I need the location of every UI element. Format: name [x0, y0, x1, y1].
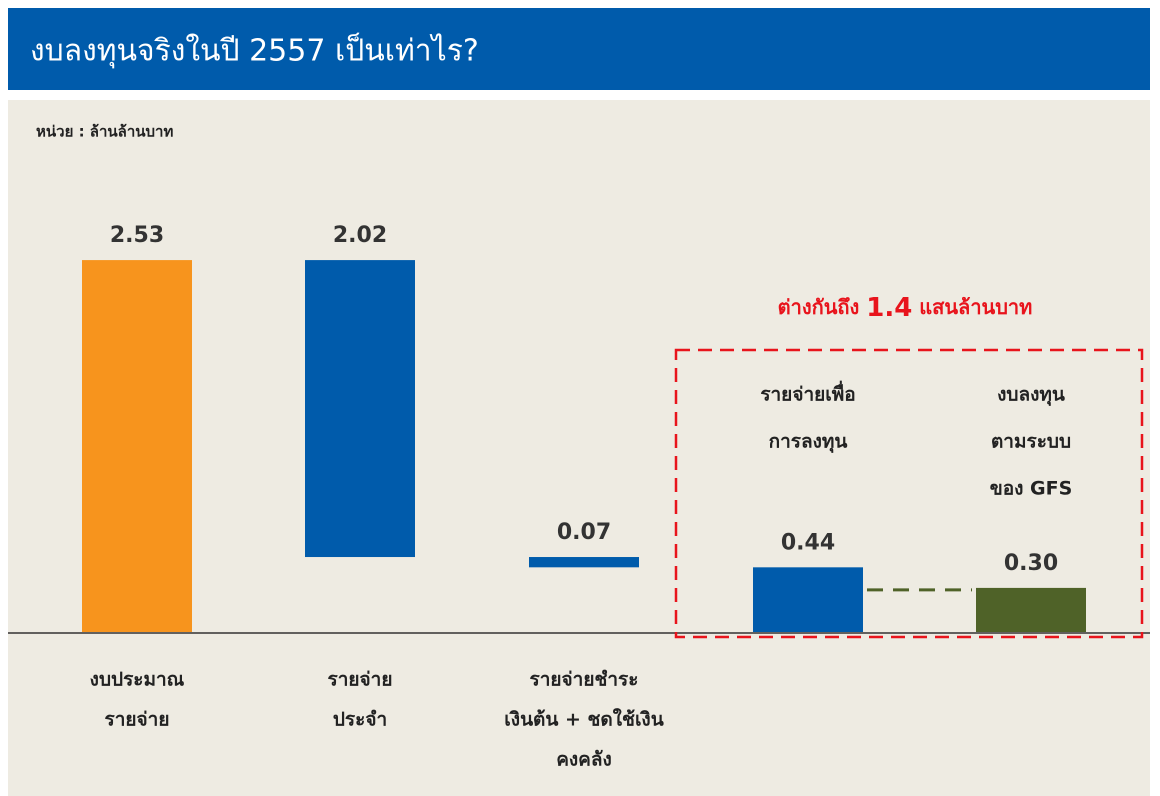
category-label: รายจ่าย [328, 669, 393, 691]
annotation-part: ต่างกันถึง [778, 295, 867, 319]
bar [529, 557, 639, 568]
category-label: รายจ่าย [105, 709, 170, 731]
value-label: 0.44 [781, 530, 835, 555]
category-label: งบประมาณ [90, 669, 185, 691]
value-label: 0.07 [557, 520, 611, 545]
annotation-number: 1.4 [866, 293, 912, 323]
category-label: ประจำ [333, 709, 387, 731]
value-label: 0.30 [1004, 551, 1058, 576]
annotation-part: แสนล้านบาท [912, 295, 1032, 319]
bar [976, 587, 1086, 632]
bar [82, 260, 192, 632]
category-label: คงคลัง [556, 749, 612, 771]
value-label: 2.53 [110, 223, 164, 248]
annotation: ต่างกันถึง 1.4 แสนล้านบาท [778, 293, 1033, 323]
unit-label: หน่วย : ล้านล้านบาท [36, 123, 173, 141]
category-label: รายจ่ายเพื่อ [760, 381, 855, 406]
category-label: ของ GFS [990, 478, 1073, 500]
bar [753, 567, 863, 632]
category-label: งบลงทุน [997, 384, 1065, 407]
value-label: 2.02 [333, 223, 387, 248]
category-label: ตามระบบ [991, 431, 1071, 453]
category-label: การลงทุน [769, 431, 848, 454]
chart-background [8, 100, 1150, 796]
category-label: เงินต้น + ชดใช้เงิน [504, 708, 663, 731]
highlight-box [674, 348, 1144, 639]
chart-title: งบลงทุนจริงในปี 2557 เป็นเท่าไร? [30, 32, 479, 70]
bar [305, 260, 415, 558]
header-band [8, 8, 1150, 90]
category-label: รายจ่ายชำระ [530, 669, 639, 691]
